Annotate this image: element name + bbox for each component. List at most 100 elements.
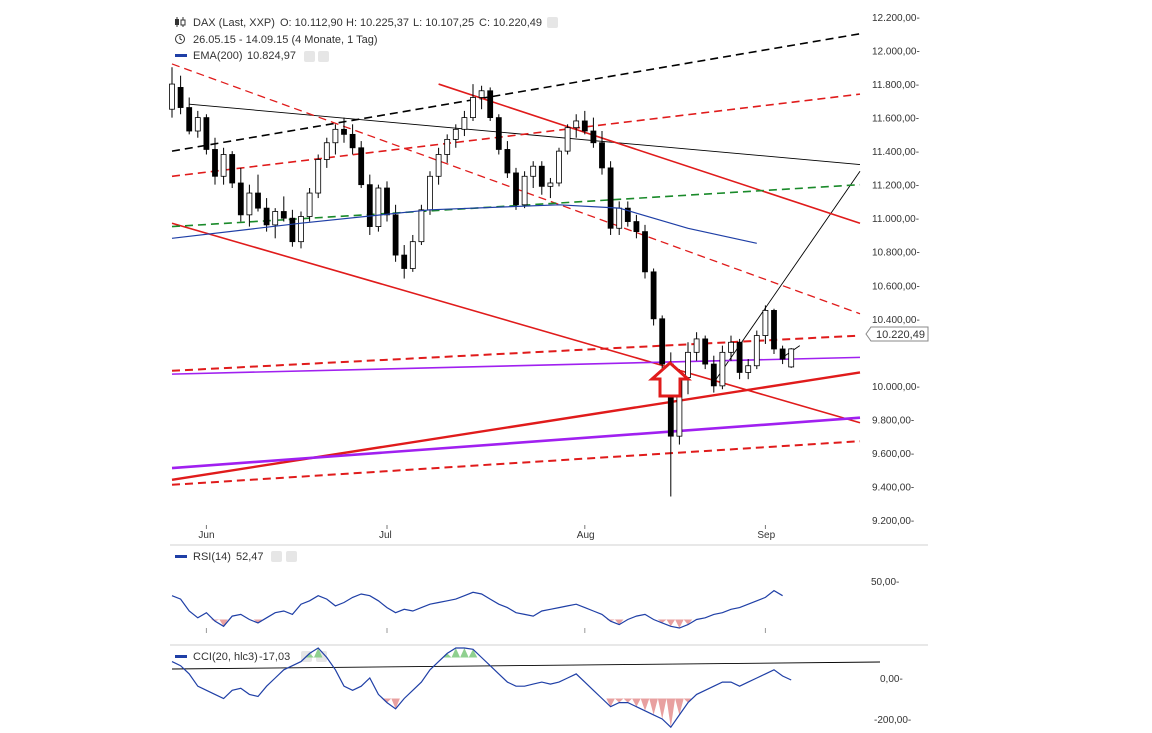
candle-up <box>427 175 433 211</box>
candle-down <box>392 214 399 256</box>
candle-down <box>650 271 657 320</box>
close-value: C: 10.220,49 <box>479 17 542 29</box>
trendline-red <box>171 222 861 424</box>
candle-down <box>538 165 545 187</box>
cci-value: -17,03 <box>259 651 290 663</box>
candle-up <box>220 154 227 177</box>
last-price-text: 10.220,49 <box>876 329 925 341</box>
ema-value: 10.824,97 <box>247 50 296 62</box>
time-axis: Jun Jul Aug Sep <box>198 525 776 541</box>
ema-legend-swatch <box>175 54 187 57</box>
price-axis: 12.200,00- 12.000,00- 11.800,00- 11.600,00-… <box>872 13 920 527</box>
candle-up <box>461 117 468 130</box>
candle-down <box>513 172 519 206</box>
rsi-label: RSI(14) <box>193 551 231 563</box>
candle-down <box>590 130 597 144</box>
rsi-panel: RSI(14) 52,47 50,00- <box>170 544 928 629</box>
candlestick-icon <box>175 17 186 27</box>
price-tick-label: 9.200,00- <box>872 516 914 527</box>
candle-down <box>203 117 210 150</box>
month-tick-label: Sep <box>757 530 775 541</box>
candle-down <box>710 363 717 387</box>
cci-trendline <box>171 661 881 670</box>
trendline-red <box>438 83 861 224</box>
cci-label: CCI(20, hlc3) <box>193 651 258 663</box>
candle-up <box>728 341 734 353</box>
candle-down <box>280 211 287 219</box>
candle-down <box>487 90 494 118</box>
month-tick-label: Jun <box>198 530 214 541</box>
candle-up <box>332 128 339 144</box>
candle-up <box>444 138 451 155</box>
candle-down <box>358 147 365 186</box>
header-settings-button[interactable] <box>547 17 558 28</box>
trendline-layer <box>171 32 861 486</box>
price-tick-label: 9.800,00- <box>872 415 914 426</box>
candle-down <box>401 254 408 269</box>
cci-panel: CCI(20, hlc3) -17,03 0,00- -200,00- <box>170 644 928 729</box>
candle-down <box>212 149 218 177</box>
candle-down <box>341 128 347 135</box>
candle-down <box>186 107 193 132</box>
candle-up <box>306 192 313 217</box>
candle-down <box>633 221 640 233</box>
candle-up <box>375 187 382 227</box>
price-tick-label: 11.000,00- <box>872 214 919 225</box>
candle-up <box>272 211 279 226</box>
candle-up <box>315 159 322 194</box>
candle-up <box>530 165 537 177</box>
up-arrow-icon <box>648 360 692 398</box>
trendline-red <box>171 93 861 178</box>
low-value: L: 10.107,25 <box>413 17 474 29</box>
cci-oversold-fill <box>382 698 693 728</box>
candle-down <box>702 338 709 365</box>
candle-up <box>556 150 562 184</box>
candle-down <box>237 182 244 216</box>
price-tick-label: 12.200,00- <box>872 13 920 24</box>
trendline-purple <box>171 416 861 470</box>
candle-up <box>693 338 700 353</box>
candle-up <box>753 335 760 367</box>
candle-up <box>470 97 476 119</box>
candle-up <box>169 83 175 110</box>
candle-down <box>289 217 296 243</box>
high-value: H: 10.225,37 <box>346 17 409 29</box>
rsi-oversold-fill <box>210 619 693 628</box>
trendline-red <box>171 371 861 481</box>
grid-layer <box>205 628 766 633</box>
trendline-black <box>713 170 861 383</box>
candle-up <box>564 127 571 152</box>
last-price-badge: 10.220,49 <box>865 326 929 342</box>
cci-tick-0: 0,00- <box>880 674 903 685</box>
candle-up <box>788 348 795 368</box>
cci-overbought-fill <box>305 648 478 658</box>
rsi-close-button[interactable] <box>286 551 297 562</box>
candle-down <box>659 318 666 365</box>
candle-down <box>607 167 614 229</box>
symbol-label: DAX (Last, XXP) <box>193 17 275 29</box>
candle-up <box>573 120 580 129</box>
open-value: O: 10.112,90 <box>280 17 343 29</box>
trendline-red <box>171 440 861 486</box>
candle-up <box>452 128 459 140</box>
candle-up <box>409 241 416 269</box>
candle-layer <box>169 67 795 497</box>
candle-up <box>246 192 253 216</box>
candle-down <box>177 87 184 108</box>
candle-down <box>366 184 373 227</box>
ema-close-button[interactable] <box>318 51 329 62</box>
rsi-settings-button[interactable] <box>271 551 282 562</box>
price-tick-label: 11.400,00- <box>872 147 919 158</box>
ema-settings-button[interactable] <box>304 51 315 62</box>
price-tick-label: 10.600,00- <box>872 281 920 292</box>
candle-down <box>384 187 390 216</box>
candle-up <box>616 207 623 229</box>
candle-down <box>779 348 786 360</box>
candle-down <box>504 149 511 174</box>
cci-legend-swatch <box>175 655 187 658</box>
candle-down <box>495 117 502 150</box>
cci-tick-minus200: -200,00- <box>874 715 911 726</box>
price-tick-label: 10.400,00- <box>872 315 920 326</box>
